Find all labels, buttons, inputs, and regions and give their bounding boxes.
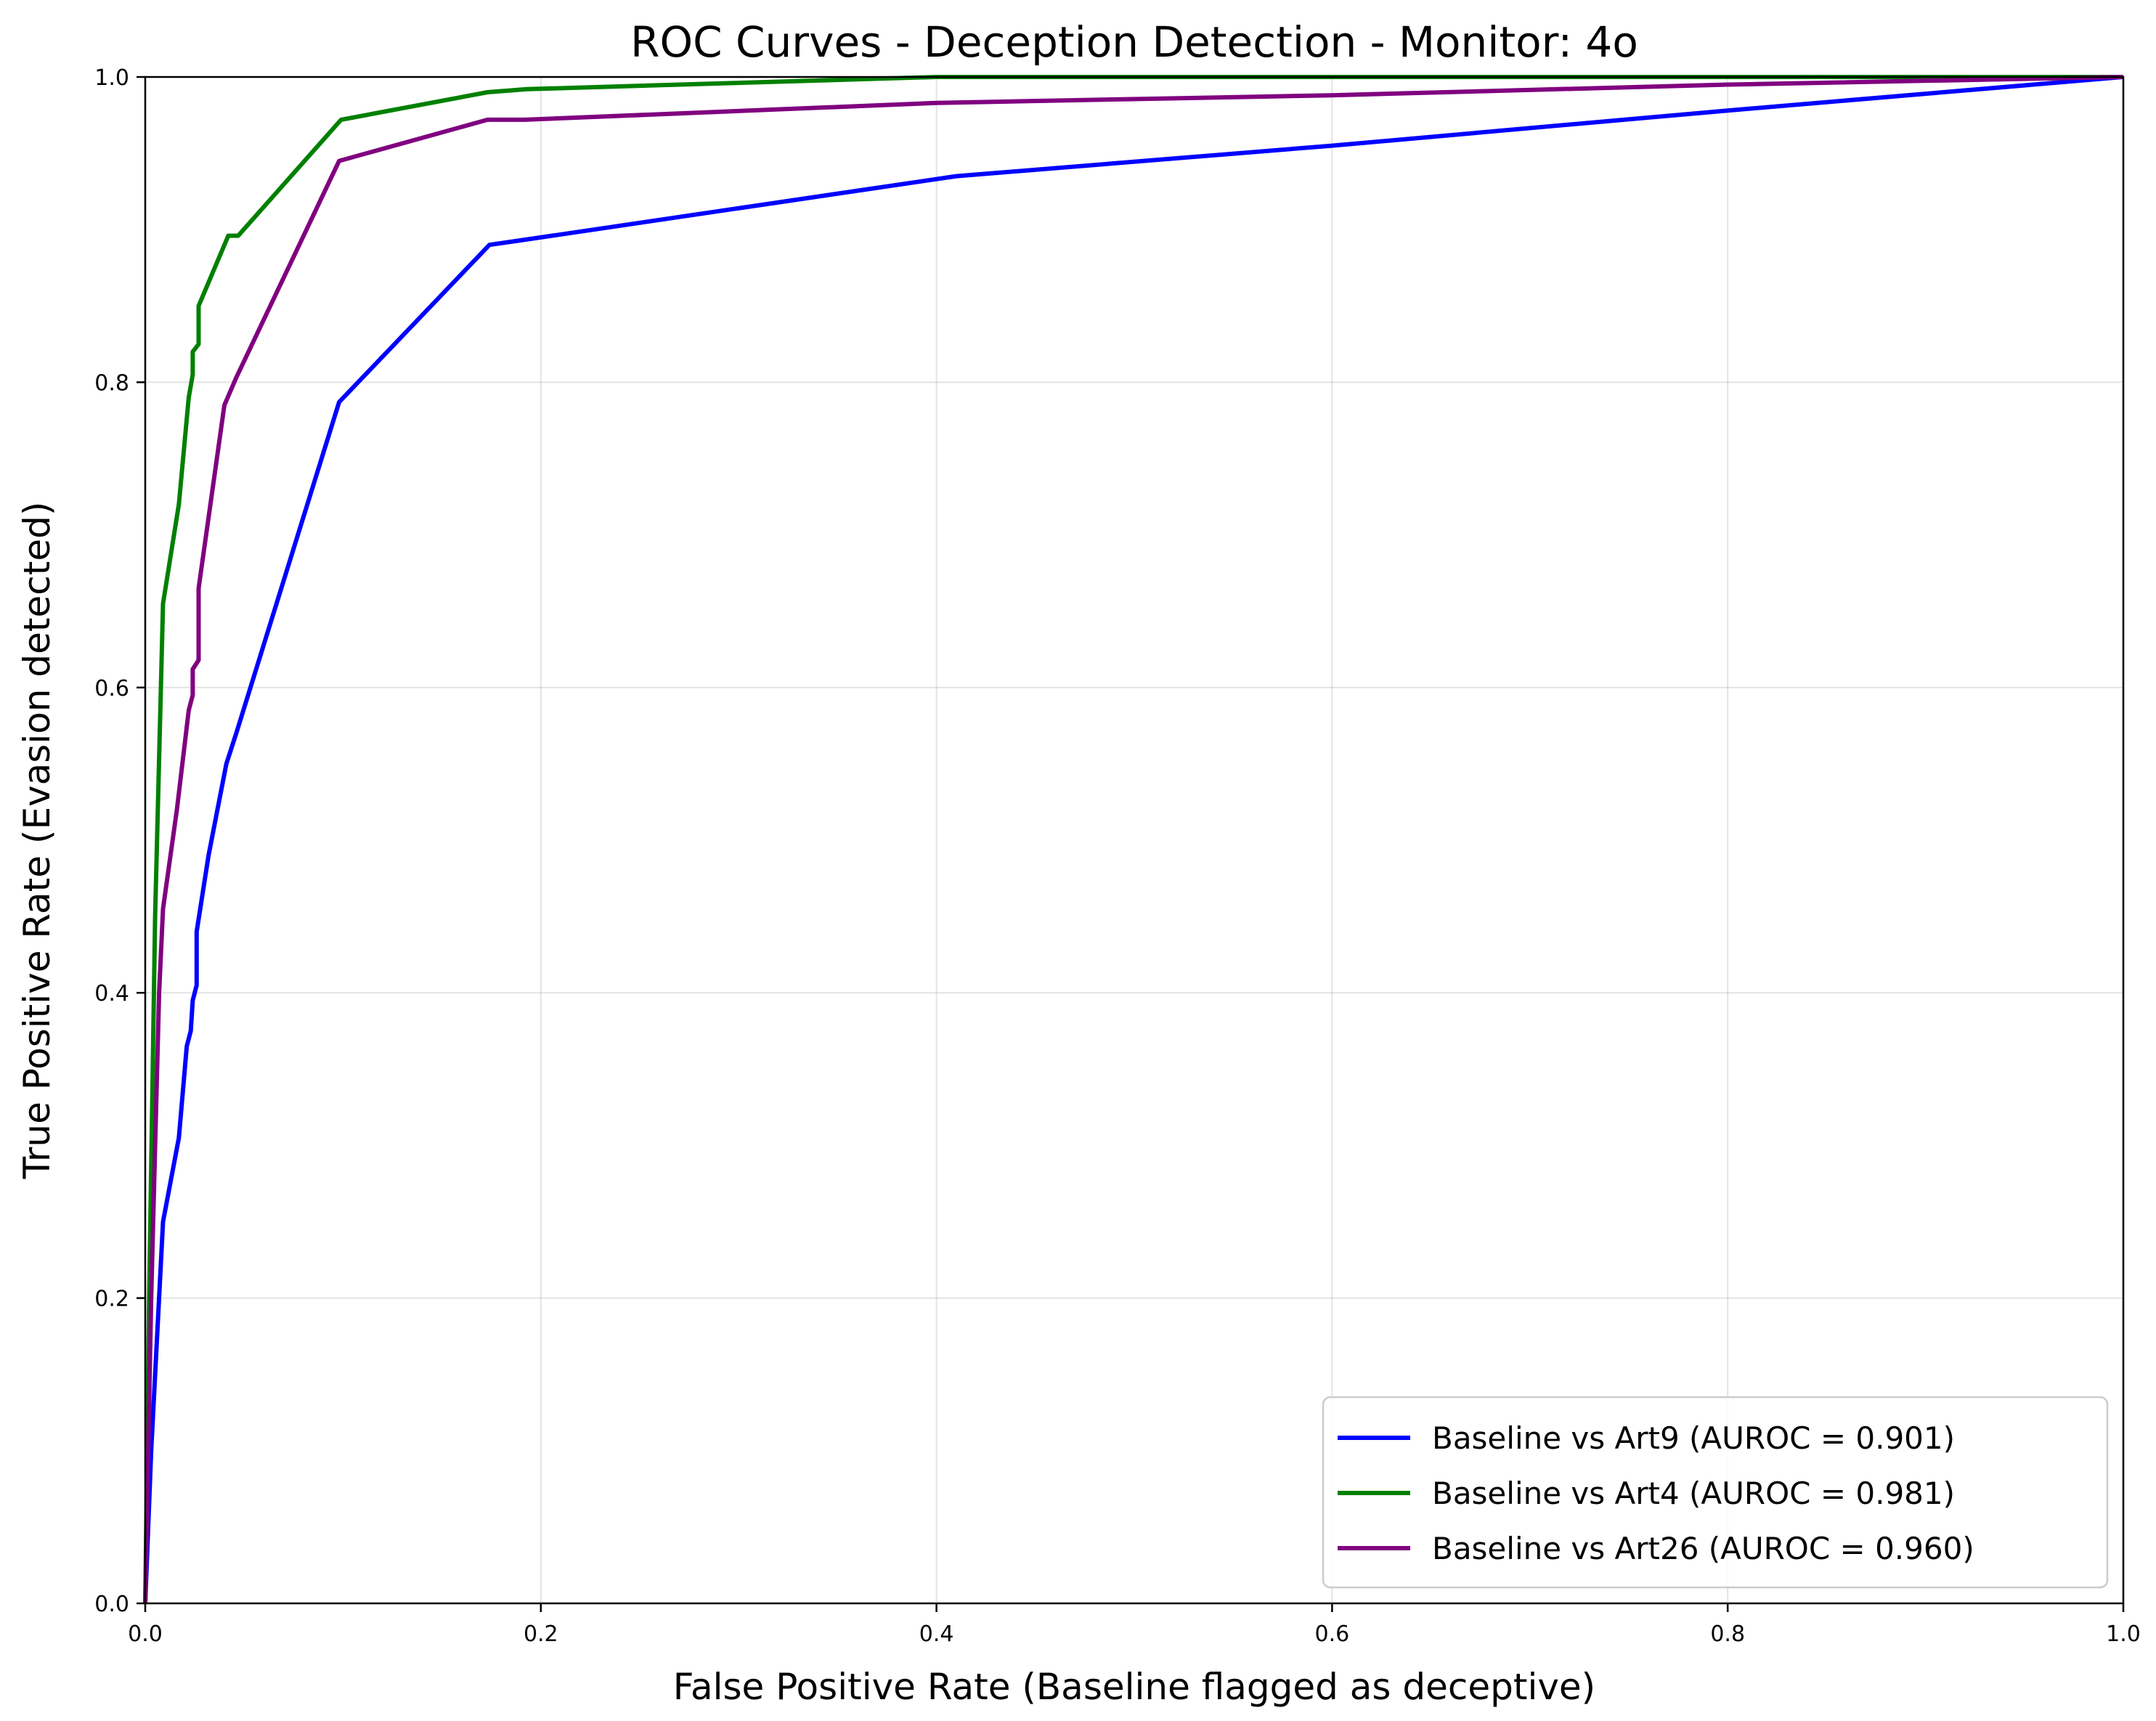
legend: Baseline vs Art9 (AUROC = 0.901) Baseline…	[1322, 1396, 2109, 1589]
series-line-2	[143, 75, 2124, 1604]
series-layer	[143, 75, 2124, 1604]
y-tick-label: 0.0	[94, 1592, 129, 1617]
series-line-0	[143, 75, 2124, 1604]
x-tick-label: 0.6	[1315, 1622, 1350, 1647]
y-tick-label: 0.6	[94, 676, 129, 701]
x-tick-label: 0.0	[128, 1622, 163, 1647]
y-tick-label: 0.2	[94, 1287, 129, 1312]
legend-label-2: Baseline vs Art26 (AUROC = 0.960)	[1432, 1531, 1974, 1566]
y-tick-label: 1.0	[94, 65, 129, 91]
legend-label-0: Baseline vs Art9 (AUROC = 0.901)	[1432, 1420, 1955, 1456]
y-tick-label: 0.8	[94, 370, 129, 396]
x-tick-label: 0.4	[919, 1622, 954, 1647]
grid-layer	[145, 76, 2124, 1604]
legend-label-1: Baseline vs Art4 (AUROC = 0.981)	[1432, 1476, 1955, 1511]
plot-frame	[144, 76, 2125, 1605]
y-tick-label: 0.4	[94, 981, 129, 1006]
series-line-1	[143, 75, 2123, 1604]
legend-box	[1322, 1396, 2109, 1589]
chart-title: ROC Curves - Deception Detection - Monit…	[630, 17, 1638, 67]
x-tick-label: 0.2	[524, 1622, 558, 1647]
x-axis-label: False Positive Rate (Baseline flagged as…	[673, 1666, 1595, 1708]
tick-layer: 0.0 0.2 0.4 0.6 0.8 1.0 0.0 0.2 0.4 0.6 0.8 1.0	[94, 65, 2141, 1647]
y-axis-label: True Positive Rate (Evasion detected)	[16, 502, 58, 1180]
x-tick-label: 1.0	[2106, 1622, 2141, 1647]
x-tick-label: 0.8	[1710, 1622, 1745, 1647]
